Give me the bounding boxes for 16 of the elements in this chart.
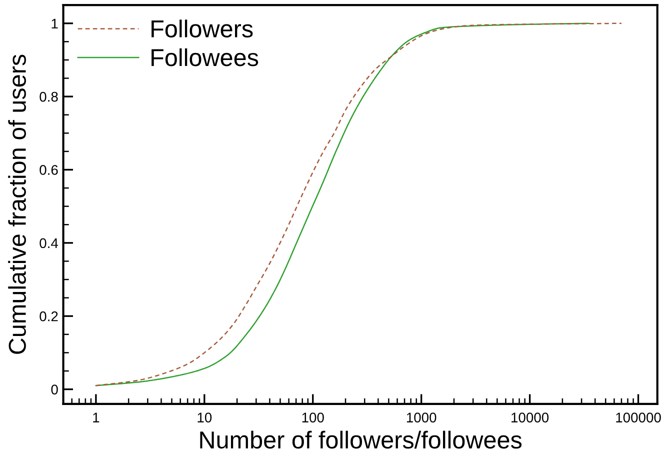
legend-label: Followees bbox=[152, 48, 258, 66]
x-tick-label: 10 bbox=[198, 412, 212, 422]
y-tick-label: 0.2 bbox=[40, 311, 58, 322]
y-tick-label: 0.6 bbox=[40, 165, 58, 175]
y-tick-label: 0 bbox=[51, 384, 58, 394]
y-tick-label: 0.8 bbox=[40, 92, 58, 102]
y-tick-label: 0.4 bbox=[40, 238, 58, 248]
x-tick-label: 1000 bbox=[406, 412, 436, 422]
y-axis-title: Cumulative fraction of users bbox=[8, 54, 26, 354]
x-axis-title: Number of followers/followees bbox=[200, 430, 522, 449]
x-tick-label: 10000 bbox=[512, 412, 549, 422]
x-tick-label: 100000 bbox=[616, 412, 661, 422]
x-tick-label: 1 bbox=[93, 412, 100, 422]
legend-label: Followers bbox=[152, 20, 253, 38]
x-tick-label: 100 bbox=[302, 412, 324, 422]
y-tick-label: 1 bbox=[52, 18, 58, 28]
